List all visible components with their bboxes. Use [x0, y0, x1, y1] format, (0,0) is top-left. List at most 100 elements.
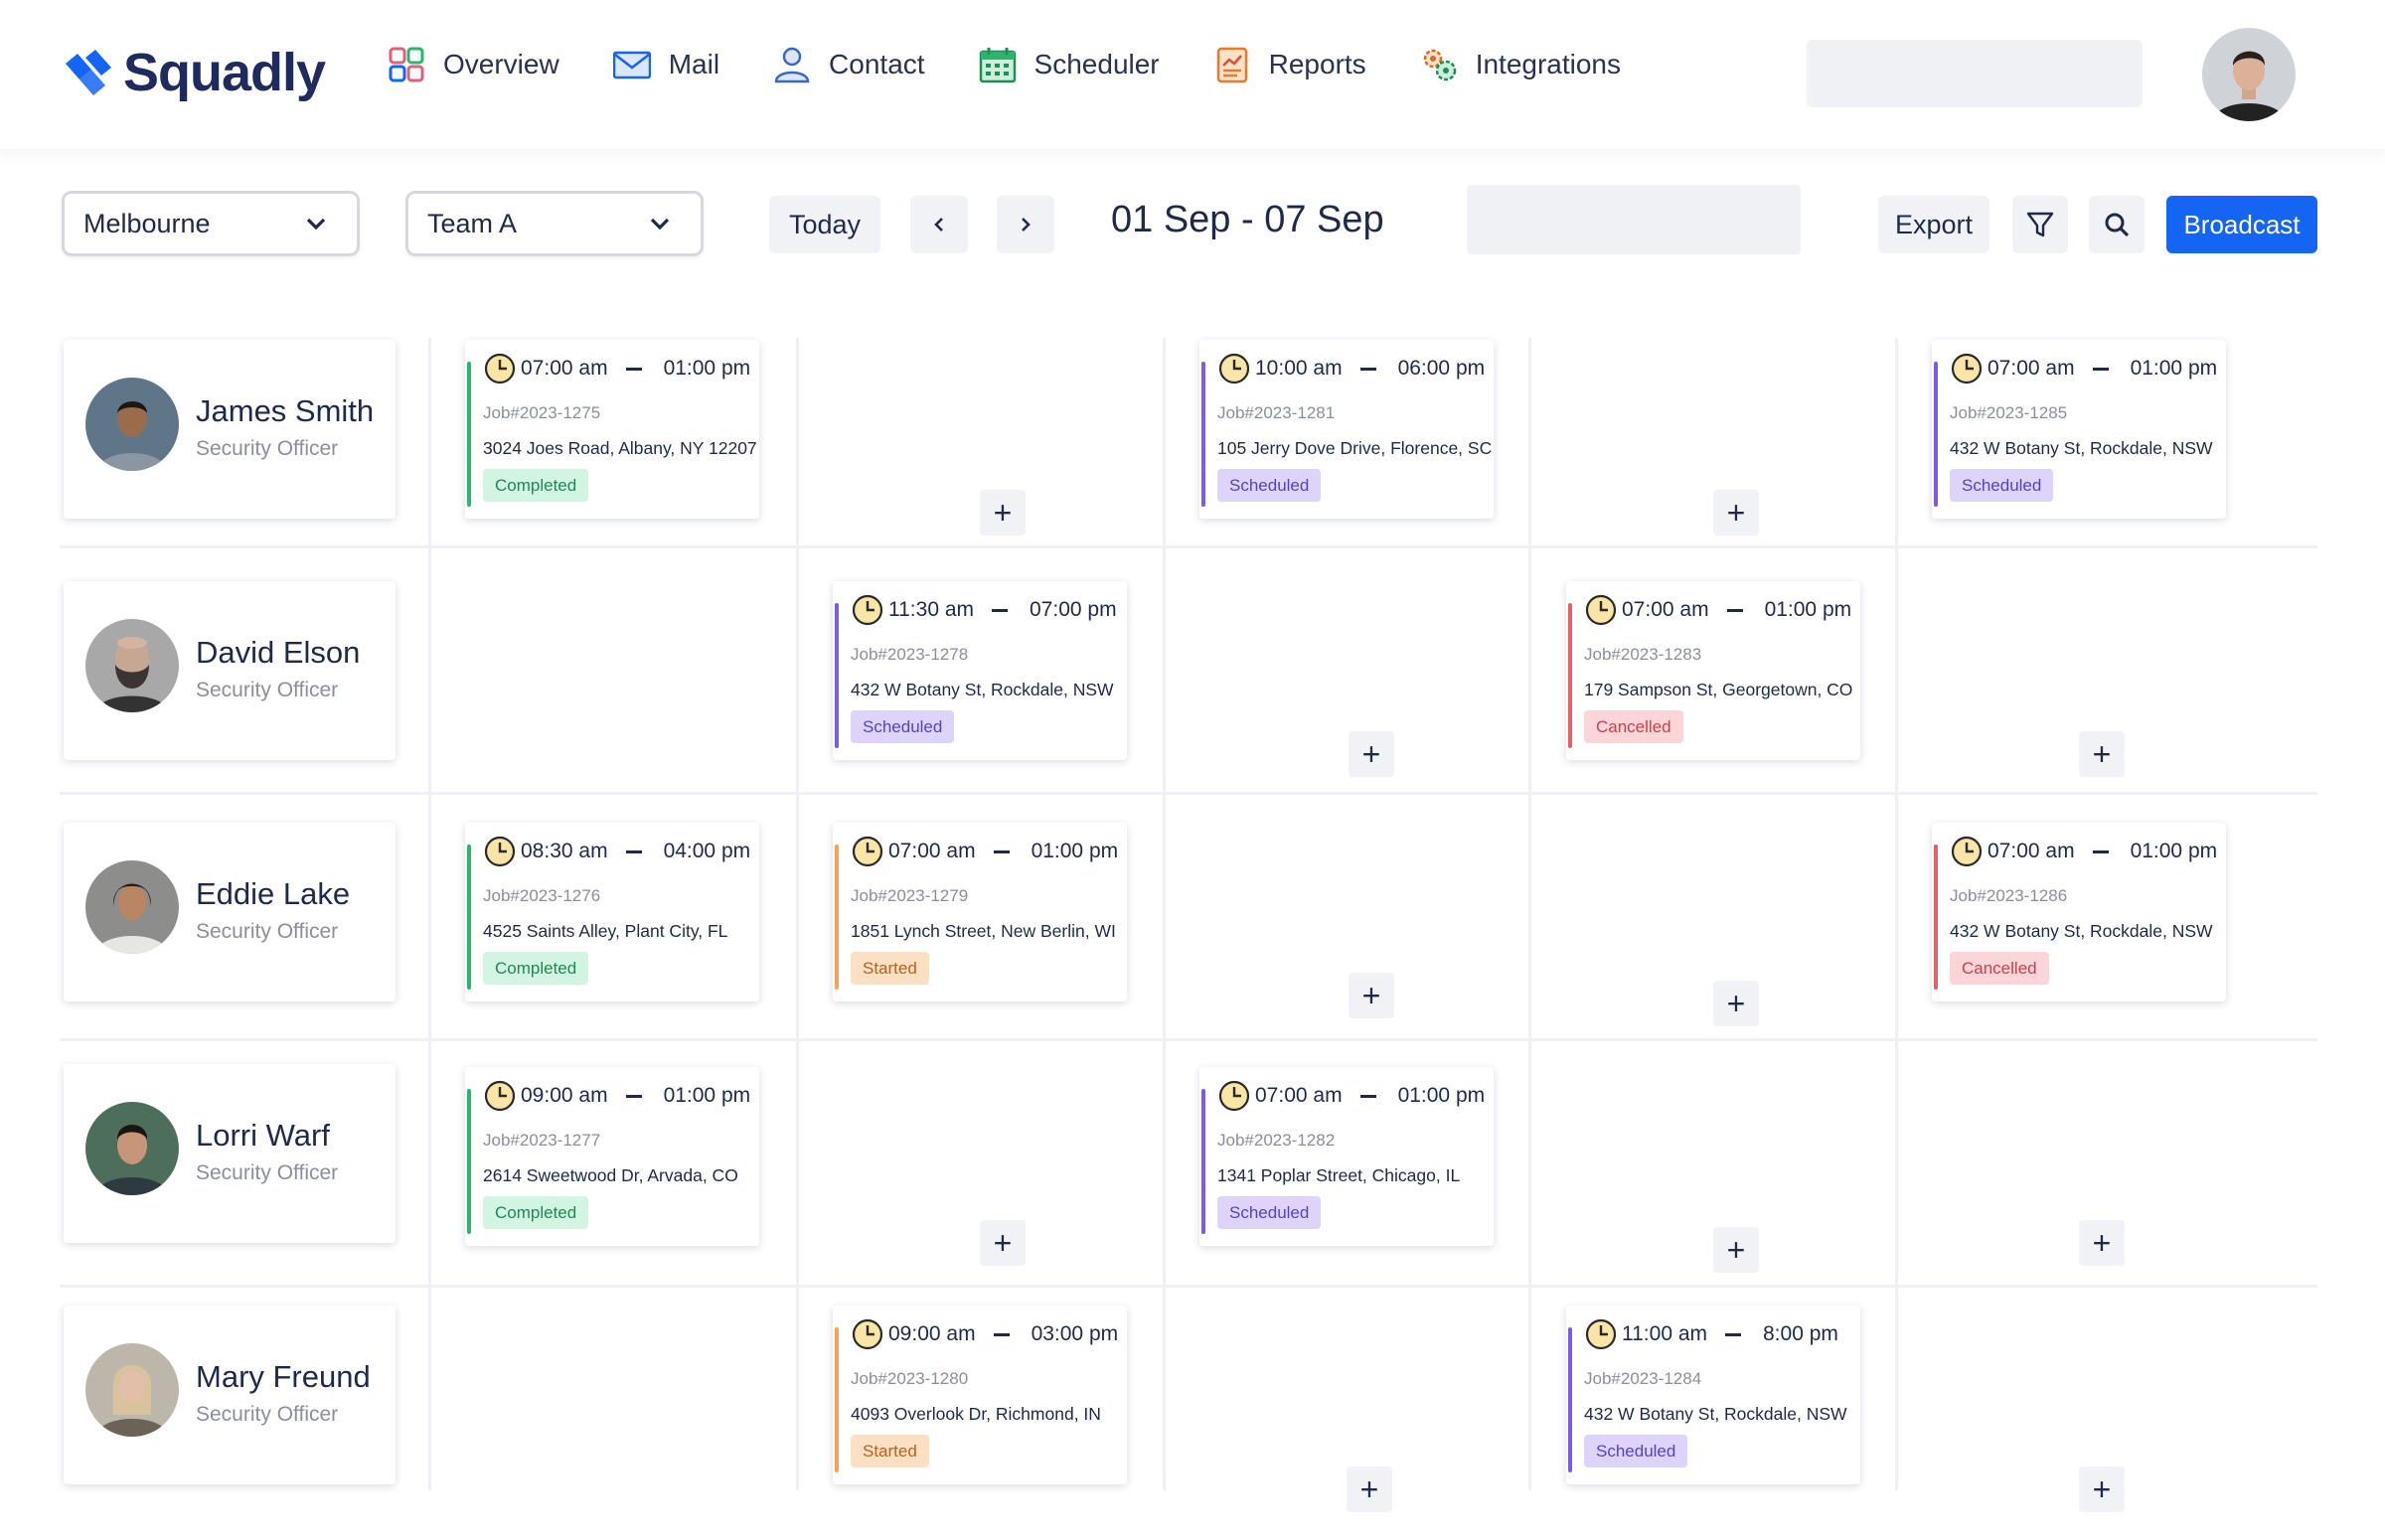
job-address: 105 Jerry Dove Drive, Florence, SC	[1217, 438, 1493, 458]
status-badge: Scheduled	[1217, 469, 1322, 502]
reports-icon	[1216, 47, 1247, 83]
add-shift-button[interactable]: +	[1713, 1227, 1759, 1273]
clock-icon	[484, 353, 516, 385]
add-shift-button[interactable]: +	[2079, 1220, 2125, 1266]
time-separator	[1359, 1094, 1376, 1098]
status-indicator-bar	[835, 845, 839, 990]
chevron-right-icon	[1022, 218, 1031, 231]
time-separator	[1359, 367, 1376, 371]
current-user-avatar[interactable]	[2202, 28, 2296, 121]
filter-button[interactable]	[2012, 196, 2068, 253]
location-select-value: Melbourne	[83, 208, 211, 238]
time-separator	[993, 849, 1010, 853]
add-shift-button[interactable]: +	[1713, 490, 1759, 536]
shift-card[interactable]: 11:00 am 8:00 pm Job#2023-1284 432 W Botany…	[1566, 1306, 1860, 1484]
shift-card[interactable]: 07:00 am 01:00 pm Job#2023-1285 432 W Botan…	[1932, 340, 2226, 519]
time-separator	[2092, 849, 2109, 853]
staff-name: David Elson	[196, 635, 361, 670]
staff-card[interactable]: Eddie Lake Security Officer	[64, 823, 396, 1001]
nav-mail[interactable]: Mail	[612, 46, 719, 83]
status-indicator-bar	[467, 845, 471, 990]
clock-icon	[484, 1080, 516, 1112]
shift-start-time: 07:00 am	[1988, 357, 2075, 380]
previous-week-button[interactable]	[910, 196, 968, 253]
job-address: 1341 Poplar Street, Chicago, IL	[1217, 1165, 1461, 1185]
add-shift-button[interactable]: +	[2079, 1466, 2125, 1512]
clock-icon	[484, 836, 516, 867]
shift-start-time: 07:00 am	[1988, 840, 2075, 862]
global-search-input[interactable]	[1807, 40, 2143, 107]
nav-contact[interactable]: Contact	[773, 46, 925, 83]
shift-end-time: 01:00 pm	[1397, 1084, 1486, 1107]
team-select[interactable]: Team A	[405, 191, 704, 256]
staff-card[interactable]: Lorri Warf Security Officer	[64, 1064, 396, 1243]
shift-start-time: 07:00 am	[521, 357, 608, 380]
job-number: Job#2023-1283	[1584, 645, 1702, 664]
add-shift-button[interactable]: +	[1349, 731, 1394, 777]
shift-card[interactable]: 07:00 am 01:00 pm Job#2023-1286 432 W Botan…	[1932, 823, 2226, 1001]
date-range-label: 01 Sep - 07 Sep	[1111, 199, 1384, 240]
export-button[interactable]: Export	[1878, 196, 1989, 253]
add-shift-button[interactable]: +	[2079, 731, 2125, 777]
staff-card[interactable]: Mary Freund Security Officer	[64, 1306, 396, 1484]
add-shift-button[interactable]: +	[980, 490, 1026, 536]
staff-avatar	[85, 860, 179, 954]
app-logo[interactable]: Squadly	[62, 42, 326, 103]
shift-end-time: 01:00 pm	[663, 357, 751, 380]
today-button[interactable]: Today	[769, 196, 880, 253]
today-button-label: Today	[788, 209, 862, 239]
shift-card[interactable]: 08:30 am 04:00 pm Job#2023-1276 4525 Saints…	[465, 823, 759, 1001]
time-separator	[993, 1332, 1010, 1336]
shift-card[interactable]: 07:00 am 01:00 pm Job#2023-1275 3024 Joes R…	[465, 340, 759, 519]
add-shift-button[interactable]: +	[1347, 1466, 1392, 1512]
clock-icon	[1585, 594, 1617, 626]
status-indicator-bar	[1934, 362, 1938, 507]
shift-card[interactable]: 07:00 am 01:00 pm Job#2023-1279 1851 Lynch …	[833, 823, 1127, 1001]
column-divider	[1528, 338, 1531, 1490]
nav-overview[interactable]: Overview	[388, 46, 559, 83]
shift-card[interactable]: 07:00 am 01:00 pm Job#2023-1283 179 Sampson…	[1566, 581, 1860, 760]
shift-card[interactable]: 11:30 am 07:00 pm Job#2023-1278 432 W Botan…	[833, 581, 1127, 760]
job-address: 432 W Botany St, Rockdale, NSW	[1584, 1404, 1847, 1424]
shift-card[interactable]: 09:00 am 01:00 pm Job#2023-1277 2614 Sweetw…	[465, 1067, 759, 1246]
time-separator	[625, 367, 642, 371]
shift-start-time: 07:00 am	[888, 840, 976, 862]
shift-card[interactable]: 10:00 am 06:00 pm Job#2023-1281 105 Jerry D…	[1199, 340, 1494, 519]
status-badge: Cancelled	[1584, 710, 1683, 743]
shift-card[interactable]: 09:00 am 03:00 pm Job#2023-1280 4093 Overlo…	[833, 1306, 1127, 1484]
add-shift-button[interactable]: +	[980, 1220, 1026, 1266]
shift-end-time: 01:00 pm	[2130, 357, 2218, 380]
staff-card[interactable]: James Smith Security Officer	[64, 340, 396, 519]
column-divider	[1163, 338, 1166, 1490]
row-divider	[60, 792, 2317, 795]
shift-card[interactable]: 07:00 am 01:00 pm Job#2023-1282 1341 Poplar…	[1199, 1067, 1494, 1246]
broadcast-button[interactable]: Broadcast	[2166, 196, 2317, 253]
search-button[interactable]	[2089, 196, 2145, 253]
shift-start-time: 07:00 am	[1255, 1084, 1343, 1107]
nav-reports[interactable]: Reports	[1213, 46, 1366, 83]
job-number: Job#2023-1276	[483, 886, 601, 905]
staff-name: James Smith	[196, 393, 375, 428]
staff-card[interactable]: David Elson Security Officer	[64, 581, 396, 760]
status-badge: Started	[851, 1435, 929, 1467]
add-shift-button[interactable]: +	[1713, 981, 1759, 1026]
shift-time: 11:30 am 07:00 pm	[851, 593, 1117, 627]
location-select[interactable]: Melbourne	[62, 191, 360, 256]
job-number: Job#2023-1275	[483, 403, 601, 422]
nav-scheduler[interactable]: Scheduler	[979, 46, 1160, 83]
nav-integrations[interactable]: Integrations	[1420, 46, 1621, 83]
add-shift-button[interactable]: +	[1349, 973, 1394, 1018]
shift-time: 07:00 am 01:00 pm	[1584, 593, 1851, 627]
job-number: Job#2023-1277	[483, 1131, 601, 1150]
next-week-button[interactable]	[997, 196, 1054, 253]
status-badge: Cancelled	[1950, 952, 2049, 985]
nav-overview-label: Overview	[443, 49, 559, 79]
filter-icon	[2026, 212, 2054, 237]
row-divider	[60, 1285, 2317, 1288]
shift-end-time: 01:00 pm	[2130, 840, 2218, 862]
schedule-search-input[interactable]	[1467, 185, 1801, 254]
job-address: 432 W Botany St, Rockdale, NSW	[851, 680, 1114, 699]
shift-end-time: 8:00 pm	[1763, 1322, 1838, 1345]
clock-icon	[1951, 353, 1983, 385]
job-address: 3024 Joes Road, Albany, NY 12207	[483, 438, 757, 458]
